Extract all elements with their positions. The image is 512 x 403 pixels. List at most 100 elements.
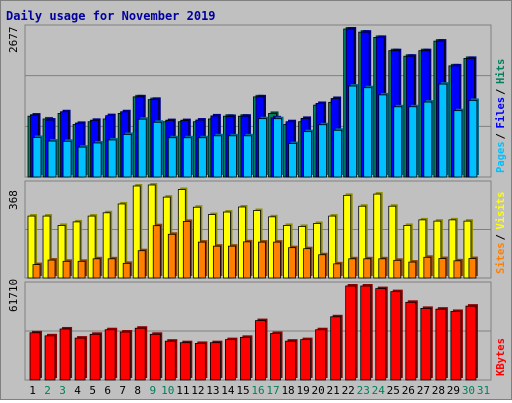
bar-kbytes-day-27 bbox=[420, 308, 432, 381]
bar-pages-day-26 bbox=[408, 106, 418, 178]
bar-pages-day-8 bbox=[137, 118, 147, 178]
x-tick-label: 9 bbox=[149, 384, 156, 397]
bar-visits-day-30 bbox=[463, 220, 472, 279]
bar-sites-day-11 bbox=[182, 220, 191, 279]
bar-sites-day-24 bbox=[378, 258, 387, 279]
bar-sites-day-16 bbox=[258, 241, 266, 279]
bar-kbytes-day-18 bbox=[285, 340, 296, 381]
bar-kbytes-day-8 bbox=[134, 327, 146, 381]
x-tick-label: 29 bbox=[447, 384, 460, 397]
bar-kbytes-day-17 bbox=[270, 333, 281, 381]
bar-sites-day-23 bbox=[363, 258, 372, 279]
bar-sites-day-9 bbox=[152, 225, 161, 279]
bar-sites-day-6 bbox=[107, 258, 116, 279]
bar-sites-day-15 bbox=[243, 241, 251, 279]
bar-kbytes-day-26 bbox=[405, 301, 417, 381]
legend-kbytes: KBytes bbox=[495, 338, 507, 376]
bar-pages-day-29 bbox=[453, 110, 463, 178]
bar-kbytes-day-7 bbox=[119, 331, 131, 381]
bar-sites-day-18 bbox=[288, 247, 296, 279]
bar-kbytes-day-12 bbox=[194, 343, 206, 381]
bar-kbytes-day-1 bbox=[29, 332, 41, 381]
x-tick-label: 28 bbox=[432, 384, 445, 397]
bar-pages-day-12 bbox=[197, 137, 207, 178]
bar-kbytes-day-11 bbox=[179, 342, 191, 381]
bar-kbytes-day-20 bbox=[315, 329, 327, 381]
bar-sites-day-4 bbox=[77, 260, 86, 279]
bar-visits-day-24 bbox=[373, 193, 382, 279]
bar-kbytes-day-2 bbox=[44, 335, 56, 381]
bar-pages-day-1 bbox=[32, 137, 42, 178]
x-tick-label: 20 bbox=[312, 384, 325, 397]
bar-visits-day-1 bbox=[27, 215, 36, 279]
x-tick-label: 31 bbox=[477, 384, 490, 397]
x-tick-label: 12 bbox=[191, 384, 204, 397]
chart-title: Daily usage for November 2019 bbox=[6, 9, 216, 23]
bar-pages-day-25 bbox=[393, 106, 403, 178]
bar-sites-day-7 bbox=[122, 262, 131, 279]
bar-pages-day-22 bbox=[348, 85, 358, 178]
legend-item-sites: Sites bbox=[495, 242, 507, 274]
panel-hits-files-pages: 2677 Pages / Files / Hits bbox=[7, 24, 507, 178]
bar-sites-day-5 bbox=[92, 258, 101, 279]
bar-pages-day-28 bbox=[438, 83, 448, 178]
x-tick-label: 15 bbox=[236, 384, 249, 397]
bar-pages-day-18 bbox=[288, 143, 297, 178]
bar-kbytes-day-30 bbox=[465, 305, 477, 381]
x-tick-label: 25 bbox=[387, 384, 400, 397]
bar-sites-day-26 bbox=[408, 261, 417, 279]
legend-hits-files-pages: Pages / Files / Hits bbox=[495, 59, 507, 173]
bar-pages-day-5 bbox=[92, 142, 102, 178]
bar-visits-day-29 bbox=[448, 219, 457, 279]
bar-sites-day-13 bbox=[212, 245, 221, 279]
bar-visits-day-7 bbox=[117, 203, 126, 279]
bar-sites-day-28 bbox=[438, 258, 447, 279]
bar-kbytes-day-21 bbox=[330, 316, 342, 381]
bar-kbytes-day-24 bbox=[375, 288, 387, 381]
legend-item-kbytes: KBytes bbox=[495, 338, 507, 376]
bar-pages-day-19 bbox=[303, 131, 312, 178]
bar-sites-day-25 bbox=[393, 259, 402, 279]
bar-pages-day-27 bbox=[423, 101, 433, 178]
bar-visits-day-28 bbox=[433, 220, 442, 279]
x-tick-label: 6 bbox=[104, 384, 111, 397]
legend-separator: / bbox=[495, 89, 507, 95]
bar-pages-day-10 bbox=[167, 137, 177, 178]
bar-sites-day-2 bbox=[47, 259, 56, 279]
bar-sites-day-30 bbox=[468, 258, 477, 279]
bar-sites-day-21 bbox=[333, 263, 342, 279]
x-tick-label: 22 bbox=[342, 384, 355, 397]
x-tick-label: 7 bbox=[119, 384, 126, 397]
y-max-label: 61710 bbox=[7, 279, 20, 312]
bar-pages-day-9 bbox=[152, 121, 162, 178]
bar-kbytes-day-19 bbox=[300, 339, 311, 381]
bar-sites-day-14 bbox=[228, 245, 236, 279]
bar-kbytes-day-23 bbox=[360, 285, 372, 381]
bar-pages-day-2 bbox=[47, 140, 57, 178]
x-tick-label: 3 bbox=[59, 384, 66, 397]
bar-pages-day-4 bbox=[77, 146, 87, 178]
x-tick-label: 4 bbox=[74, 384, 81, 397]
bar-pages-day-7 bbox=[122, 134, 132, 178]
legend-separator: / bbox=[495, 133, 507, 139]
bar-kbytes-day-9 bbox=[149, 333, 161, 381]
x-tick-label: 8 bbox=[134, 384, 141, 397]
bar-kbytes-day-28 bbox=[435, 308, 447, 381]
x-tick-label: 18 bbox=[281, 384, 294, 397]
bar-pages-day-15 bbox=[243, 135, 252, 178]
chart-panels: 2677 Pages / Files / Hits 368 Sites / Visits 61710… bbox=[7, 24, 507, 381]
bar-kbytes-day-13 bbox=[209, 342, 221, 381]
bar-pages-day-21 bbox=[333, 129, 343, 178]
bar-kbytes-day-3 bbox=[59, 328, 71, 381]
x-tick-label: 2 bbox=[44, 384, 51, 397]
bar-kbytes-day-10 bbox=[164, 340, 176, 381]
bar-visits-day-22 bbox=[343, 194, 352, 279]
bar-pages-day-30 bbox=[468, 100, 478, 178]
x-tick-label: 11 bbox=[176, 384, 189, 397]
bar-visits-day-20 bbox=[313, 223, 322, 279]
x-tick-label: 21 bbox=[327, 384, 340, 397]
bar-kbytes-day-22 bbox=[345, 285, 357, 381]
bar-sites-day-20 bbox=[318, 254, 327, 279]
bar-kbytes-day-5 bbox=[89, 333, 101, 381]
